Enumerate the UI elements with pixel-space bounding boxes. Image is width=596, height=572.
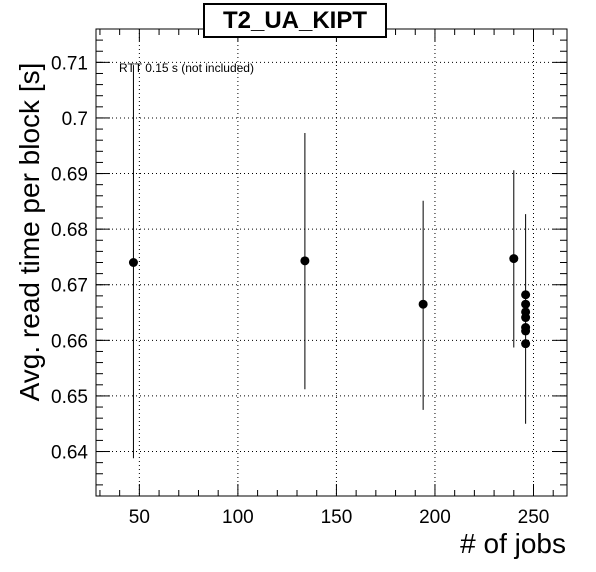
axis-ticks [96, 28, 567, 497]
rtt-annotation: RTT 0.15 s (not included) [119, 61, 254, 75]
y-tick-label: 0.71 [51, 53, 88, 74]
x-tick-label: 100 [222, 507, 254, 528]
chart-title: T2_UA_KIPT [203, 3, 387, 38]
plot-frame [95, 28, 568, 497]
y-tick-label: 0.66 [51, 331, 88, 352]
x-tick-label: 50 [129, 507, 150, 528]
data-point [521, 339, 531, 349]
data-point [418, 299, 428, 309]
data-point [521, 290, 531, 300]
y-tick-label: 0.69 [51, 165, 88, 186]
x-axis-title: # of jobs [460, 528, 566, 559]
data-point [300, 256, 310, 266]
grid-lines [96, 29, 567, 496]
y-tick-label: 0.68 [51, 220, 88, 241]
x-tick-label: 200 [419, 507, 451, 528]
tick-labels: 50 100 150 200 250 0.64 0.65 0.66 0.67 0.68 0.69 0.… [51, 53, 549, 528]
data-points [128, 65, 531, 459]
y-tick-label: 0.67 [51, 276, 88, 297]
x-tick-label: 150 [321, 507, 353, 528]
y-axis-title: Avg. read time per block [s] [14, 62, 45, 402]
y-tick-label: 0.7 [62, 109, 88, 130]
data-point [521, 326, 531, 336]
data-point [128, 258, 138, 267]
data-point [521, 299, 531, 309]
y-tick-label: 0.65 [51, 387, 88, 408]
y-tick-label: 0.64 [51, 443, 88, 464]
data-point [509, 254, 519, 264]
x-tick-label: 250 [518, 507, 550, 528]
data-point [521, 313, 531, 323]
